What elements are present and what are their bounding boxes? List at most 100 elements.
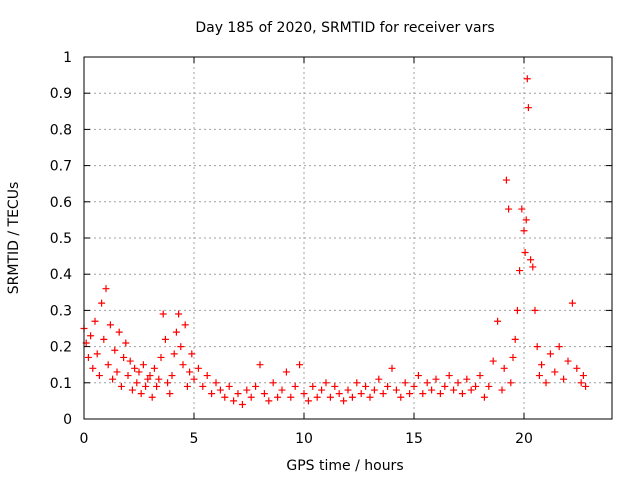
data-point	[199, 382, 207, 390]
x-axis-ticks: 0 5 10 15 20	[80, 57, 533, 447]
data-point	[183, 382, 191, 390]
data-point	[523, 75, 531, 83]
data-point	[142, 382, 150, 390]
data-point	[454, 379, 462, 387]
data-point	[234, 390, 242, 398]
data-point	[564, 357, 572, 365]
data-point	[166, 390, 174, 398]
data-point	[445, 372, 453, 380]
data-point	[388, 364, 396, 372]
data-point	[212, 379, 220, 387]
data-point	[401, 379, 409, 387]
data-point	[161, 335, 169, 343]
data-point	[100, 335, 108, 343]
data-point	[150, 364, 158, 372]
y-tick-label: 1	[63, 50, 72, 66]
data-point	[282, 368, 290, 376]
data-point	[87, 332, 95, 340]
data-point	[507, 379, 515, 387]
data-point	[546, 350, 554, 358]
data-point	[335, 390, 343, 398]
x-tick-label: 10	[295, 431, 313, 447]
data-point	[520, 227, 528, 235]
y-tick-label: 0.3	[50, 303, 72, 319]
data-point	[529, 263, 537, 271]
data-point	[518, 205, 526, 213]
data-point	[304, 397, 312, 405]
data-point	[164, 379, 172, 387]
data-point	[111, 346, 119, 354]
y-tick-label: 0.6	[50, 195, 72, 211]
data-point	[95, 372, 103, 380]
data-point	[485, 382, 493, 390]
data-point	[357, 390, 365, 398]
data-point	[397, 393, 405, 401]
data-point	[296, 361, 304, 369]
data-point	[428, 386, 436, 394]
data-point	[177, 343, 185, 351]
data-point	[375, 375, 383, 383]
data-point	[135, 368, 143, 376]
data-point	[181, 321, 189, 329]
data-point	[170, 350, 178, 358]
data-point	[265, 397, 273, 405]
x-tick-label: 20	[515, 431, 533, 447]
data-point	[172, 328, 180, 336]
data-point	[216, 386, 224, 394]
data-point	[188, 350, 196, 358]
data-point	[582, 382, 590, 390]
data-point	[256, 361, 264, 369]
data-point	[326, 393, 334, 401]
data-point	[133, 379, 141, 387]
data-point	[109, 375, 117, 383]
data-point	[168, 372, 176, 380]
x-axis-label: GPS time / hours	[286, 458, 403, 474]
data-point	[104, 361, 112, 369]
data-point	[318, 386, 326, 394]
data-point	[117, 382, 125, 390]
data-point	[137, 390, 145, 398]
data-point	[432, 375, 440, 383]
data-point	[340, 397, 348, 405]
data-point	[93, 350, 101, 358]
data-point	[278, 386, 286, 394]
data-point	[115, 328, 123, 336]
data-point	[533, 343, 541, 351]
data-point	[480, 393, 488, 401]
data-point	[516, 267, 524, 275]
data-point	[144, 375, 152, 383]
data-point	[414, 372, 422, 380]
data-point	[102, 285, 110, 293]
data-point	[353, 379, 361, 387]
data-point	[124, 372, 132, 380]
data-point	[190, 375, 198, 383]
data-point	[309, 382, 317, 390]
data-point	[511, 335, 519, 343]
data-point	[500, 364, 508, 372]
y-tick-label: 0.4	[50, 267, 72, 283]
data-point	[238, 401, 246, 409]
data-point	[498, 386, 506, 394]
data-point	[555, 343, 563, 351]
data-point	[423, 379, 431, 387]
data-point	[139, 361, 147, 369]
data-point	[494, 317, 502, 325]
data-point	[419, 390, 427, 398]
data-point	[521, 248, 529, 256]
data-point	[502, 176, 510, 184]
data-point	[535, 372, 543, 380]
data-point	[542, 379, 550, 387]
data-point	[300, 390, 308, 398]
data-point	[509, 353, 517, 361]
data-point	[568, 299, 576, 307]
data-point	[146, 372, 154, 380]
data-point	[179, 361, 187, 369]
data-point	[344, 386, 352, 394]
data-point	[331, 382, 339, 390]
data-point	[322, 379, 330, 387]
plot-area-border	[83, 56, 613, 420]
data-point	[230, 397, 238, 405]
data-point	[366, 393, 374, 401]
y-axis-label: SRMTID / TECUs	[6, 182, 22, 295]
